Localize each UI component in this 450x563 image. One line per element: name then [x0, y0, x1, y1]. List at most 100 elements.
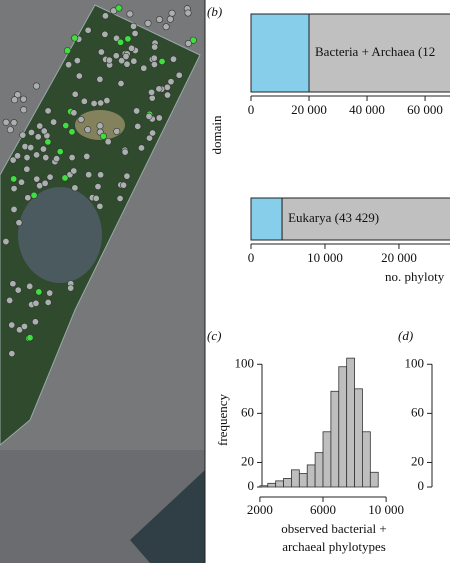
sample-site [167, 78, 175, 86]
x-tick-label: 10 000 [368, 502, 404, 517]
sample-site [77, 116, 85, 124]
sample-site [56, 148, 64, 156]
sample-site [32, 299, 40, 307]
sample-site [23, 154, 31, 162]
sample-site [20, 106, 28, 114]
x-tick-label: 20 000 [291, 102, 327, 117]
y-axis-label: domain [209, 115, 224, 154]
sample-site [97, 171, 105, 179]
sample-site [126, 10, 134, 18]
sample-site [26, 282, 34, 290]
y-tick-label: 20 [411, 453, 424, 468]
sample-site [117, 38, 125, 46]
bar-label: Bacteria + Archaea (12 [315, 44, 435, 59]
sample-site [15, 219, 23, 227]
sample-site [105, 56, 113, 64]
histogram-bar [314, 452, 324, 488]
sample-site [35, 288, 43, 296]
histogram-bar [306, 464, 316, 488]
sample-site [118, 57, 126, 65]
sample-site [17, 178, 25, 186]
sample-site [130, 57, 138, 65]
sample-site [137, 144, 145, 152]
sample-site [84, 26, 92, 34]
histogram-bar [267, 482, 277, 488]
sample-site [23, 165, 31, 173]
reservoir [18, 187, 102, 283]
sample-site [175, 71, 183, 79]
x-tick-label: 0 [248, 250, 255, 265]
sample-site [9, 156, 17, 164]
sample-site [75, 72, 83, 80]
x-tick-label: 60 000 [407, 102, 443, 117]
sample-site [184, 39, 192, 47]
river [130, 470, 205, 563]
bar-label: Eukarya (43 429) [288, 210, 379, 225]
x-tick-label: 10 000 [307, 250, 343, 265]
y-tick-label: 60 [411, 404, 424, 419]
sample-site [19, 131, 27, 139]
sample-site [70, 167, 78, 175]
sample-site [131, 29, 139, 37]
x-tick-label: 20 000 [381, 250, 417, 265]
histogram-bar [322, 431, 332, 488]
sample-site [71, 34, 79, 42]
sample-site [20, 322, 28, 330]
satellite-map [0, 0, 205, 563]
sample-site [148, 88, 156, 96]
sample-site [46, 173, 54, 181]
sample-site [170, 55, 178, 63]
sample-site [117, 80, 125, 88]
sample-site [103, 97, 111, 105]
sample-site [166, 15, 174, 23]
bar-segment [308, 13, 450, 93]
sample-site [123, 172, 131, 180]
sample-site [10, 119, 18, 127]
y-tick-label: 0 [248, 478, 255, 493]
y-tick-label: 100 [235, 355, 255, 370]
sample-site [84, 126, 92, 134]
sample-site [27, 144, 35, 152]
sample-site [146, 134, 154, 142]
sample-site [123, 60, 131, 68]
panel-label: (b) [207, 4, 222, 19]
sample-site [144, 19, 152, 27]
sample-site [33, 82, 41, 90]
sample-site [33, 151, 41, 159]
sample-site [184, 9, 192, 17]
sample-site [53, 155, 61, 163]
sample-site [124, 35, 132, 43]
sample-site [99, 132, 107, 140]
sample-site [6, 126, 14, 134]
sample-site [67, 284, 75, 292]
histogram-bar [330, 390, 340, 488]
sample-site [11, 96, 19, 104]
sample-site [94, 183, 102, 191]
sample-site [33, 175, 41, 183]
y-tick-label: 100 [405, 355, 425, 370]
sample-site [128, 44, 136, 52]
sample-site [130, 22, 138, 30]
x-tick-label: 40 000 [349, 102, 385, 117]
sample-site [155, 16, 163, 24]
sample-site [71, 184, 79, 192]
sample-site [150, 54, 158, 62]
x-axis-label: observed bacterial + [281, 521, 387, 536]
sample-site [101, 12, 109, 20]
sample-site [65, 61, 73, 69]
sample-site [115, 4, 123, 12]
sample-site [2, 118, 10, 126]
sample-site [20, 95, 28, 103]
sample-site [112, 52, 120, 60]
panel-label: (c) [207, 328, 221, 343]
sample-site [31, 318, 39, 326]
sample-site [50, 118, 58, 126]
histogram-bar [275, 480, 284, 488]
sample-site [148, 94, 156, 102]
sample-site [14, 91, 22, 99]
x-tick-label: 0 [248, 102, 255, 117]
sample-site [163, 83, 171, 91]
sample-site [14, 286, 22, 294]
sample-site [113, 127, 121, 135]
sample-site [42, 154, 50, 162]
